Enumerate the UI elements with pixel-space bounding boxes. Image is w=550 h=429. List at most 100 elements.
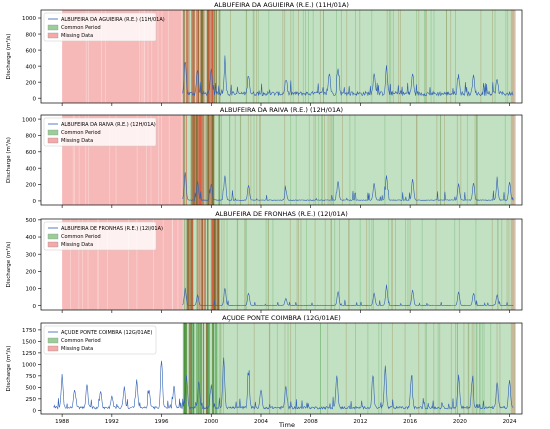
period-stripe (250, 115, 252, 205)
period-stripe (190, 115, 192, 205)
period-stripe (206, 115, 208, 205)
legend-box (43, 325, 157, 355)
period-stripe (268, 323, 270, 414)
period-stripe (456, 323, 458, 414)
period-stripe (491, 219, 493, 310)
legend-label: Missing Data (61, 346, 93, 352)
missing-data-gap (97, 219, 99, 310)
period-stripe (239, 115, 241, 205)
period-stripe (391, 219, 393, 310)
period-stripe (194, 115, 197, 205)
period-stripe (332, 115, 334, 205)
legend: ALBUFEIRA DA RAIVA (R.E.) (12H/01A) Commo… (43, 117, 157, 147)
chart-panel-4: 0 250 500 750 1000 1250 1500 1750 1988 1992 1996 20… (5, 314, 523, 425)
y-tick-label: 200 (26, 270, 37, 276)
period-stripe (471, 323, 473, 414)
period-stripe (436, 115, 438, 205)
period-stripe (256, 10, 257, 103)
panel-title: ALBUFEIRA DA RAIVA (R.E.) (12H/01A) (220, 106, 343, 114)
period-stripe (466, 115, 468, 205)
period-stripe (188, 10, 190, 103)
x-tick-label: 2012 (353, 419, 367, 425)
period-stripe (386, 10, 388, 103)
period-stripe (366, 219, 368, 310)
period-stripe (191, 115, 193, 205)
period-stripe (218, 115, 221, 205)
period-stripe (300, 219, 302, 310)
period-stripe (219, 323, 221, 414)
period-stripe (189, 323, 192, 414)
period-stripe (314, 219, 316, 310)
chart-panel-2: 0 200 400 600 800 1000 ALBUFEIRA DA RAIVA (R.E… (5, 106, 523, 208)
missing-data-gap (152, 219, 154, 310)
period-stripe (354, 115, 356, 205)
y-tick-label: 200 (26, 183, 37, 189)
series-line (53, 357, 514, 410)
period-stripe (192, 115, 195, 205)
chart-panel-1: 0 200 400 600 800 1000 ALBUFEIRA DA AGUIEIRA (… (5, 1, 523, 106)
period-stripe (182, 115, 184, 205)
legend-label: Missing Data (61, 33, 93, 39)
axes-frame (40, 9, 523, 104)
period-stripe (290, 115, 292, 205)
period-stripe (292, 10, 294, 103)
y-tick-label: 250 (26, 397, 37, 403)
period-stripe (269, 323, 271, 414)
period-stripe (381, 323, 382, 414)
period-stripe (395, 219, 396, 310)
period-stripe (333, 115, 335, 205)
period-stripe (506, 219, 508, 310)
period-stripe (253, 323, 255, 414)
missing-data-gap (136, 115, 138, 205)
x-tick-label: 2004 (254, 419, 268, 425)
period-stripe (437, 323, 439, 414)
period-stripe (214, 323, 217, 414)
period-stripe (236, 323, 238, 414)
period-stripe (514, 323, 516, 414)
period-stripe (455, 323, 456, 414)
period-stripe (204, 115, 206, 205)
period-stripe (400, 10, 401, 103)
period-stripe (371, 219, 373, 310)
y-tick-label: 500 (26, 386, 37, 392)
missing-data-gap (74, 115, 75, 205)
period-stripe (195, 10, 198, 103)
period-shading (62, 219, 516, 310)
missing-data-gap (172, 219, 173, 310)
y-tick-label: 0 (33, 304, 37, 310)
missing-data-gap (168, 115, 170, 205)
legend-label: ALBUFEIRA DE FRONHAS (R.E.) (12I/01A) (61, 226, 163, 232)
period-stripe (244, 219, 246, 310)
period-stripe (510, 323, 516, 414)
period-stripe (221, 219, 223, 310)
series-line (182, 172, 514, 202)
period-stripe (336, 10, 337, 103)
period-stripe (204, 219, 206, 310)
period-stripe (259, 115, 261, 205)
period-stripe (211, 219, 214, 310)
period-stripe (507, 10, 509, 103)
legend-swatch-missing (47, 345, 59, 352)
legend-label: Missing Data (61, 242, 93, 248)
period-stripe (475, 219, 477, 310)
period-stripe (284, 10, 286, 103)
legend-label: ALBUFEIRA DA AGUIEIRA (R.E.) (11H/01A) (61, 17, 165, 23)
period-stripe (424, 10, 426, 103)
period-stripe (199, 115, 201, 205)
period-stripe (221, 115, 222, 205)
period-stripe (456, 115, 458, 205)
period-stripe (186, 10, 188, 103)
period-stripe (185, 10, 188, 103)
period-stripe (355, 323, 356, 414)
period-stripe (188, 219, 191, 310)
period-stripe (400, 115, 402, 205)
period-stripe (433, 10, 435, 103)
period-stripe (454, 219, 456, 310)
period-stripe (215, 323, 218, 414)
period-stripe (209, 323, 210, 414)
period-stripe (234, 115, 236, 205)
y-tick-label: 1750 (22, 328, 36, 334)
period-stripe (253, 10, 255, 103)
missing-data-gap (78, 115, 80, 205)
missing-data-gap (157, 10, 159, 103)
